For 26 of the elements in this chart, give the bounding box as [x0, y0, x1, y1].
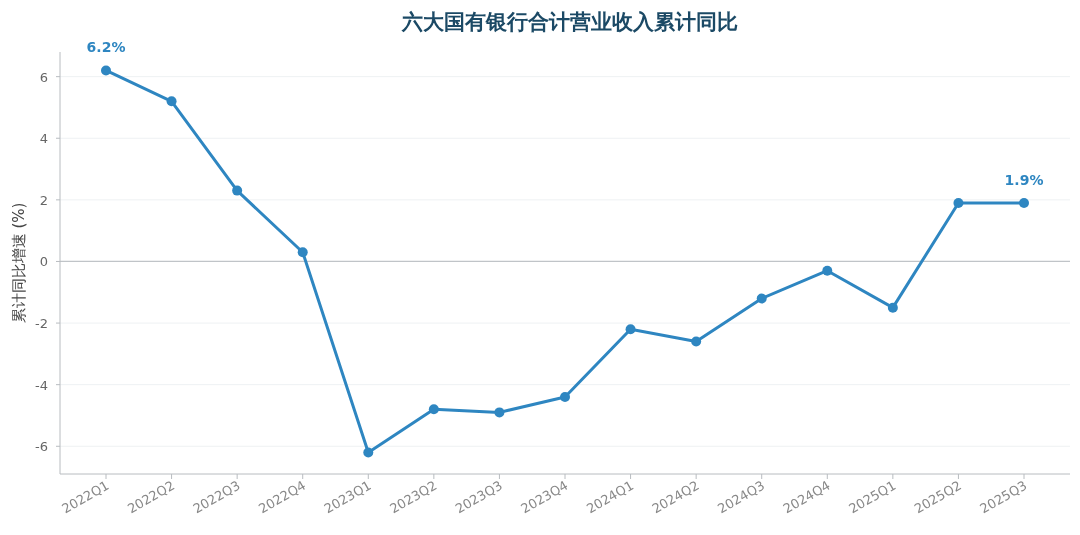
point: [691, 336, 702, 347]
point: [560, 391, 570, 402]
y-tick-label: 0: [39, 254, 48, 270]
point: [953, 197, 964, 208]
y-tick-label: 2: [39, 192, 48, 208]
point: [297, 247, 308, 258]
chart-title: 六大国有银行合计营业收入累计同比: [401, 10, 738, 34]
point: [166, 96, 177, 107]
y-axis-title: 累计同比增速 (%): [10, 202, 28, 324]
data-label: 6.2%: [86, 39, 126, 56]
point: [232, 185, 243, 196]
y-tick-label: 4: [39, 131, 48, 147]
point: [822, 265, 833, 276]
point: [101, 65, 111, 76]
y-tick-label: -2: [35, 316, 48, 332]
point: [363, 447, 374, 458]
point: [625, 324, 636, 335]
point: [887, 302, 898, 313]
y-tick-label: -6: [35, 439, 48, 455]
point: [428, 404, 439, 415]
point: [1019, 197, 1029, 208]
y-tick-label: -4: [35, 377, 48, 393]
y-tick-label: 6: [39, 69, 48, 85]
point: [494, 407, 505, 418]
data-label: 1.9%: [1004, 171, 1044, 188]
point: [756, 293, 767, 304]
